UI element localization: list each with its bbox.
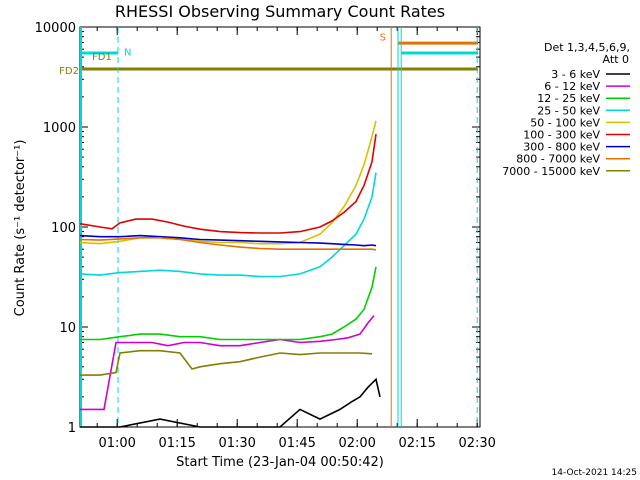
chart-title: RHESSI Observing Summary Count Rates: [115, 2, 445, 21]
flag-annotation: N: [124, 47, 131, 58]
legend-label: 12 - 25 keV: [537, 92, 600, 105]
legend-label: 6 - 12 keV: [544, 80, 600, 93]
legend-header-line-2: Att 0: [603, 53, 629, 66]
legend-label: 7000 - 15000 keV: [502, 165, 600, 178]
series-line: [80, 266, 377, 341]
x-tick-label: 01:30: [218, 436, 255, 451]
series-line: [79, 133, 377, 234]
x-tick-label: 02:30: [458, 436, 495, 451]
y-tick-label: 10: [59, 321, 76, 336]
series-line: [79, 234, 377, 247]
x-axis-label: Start Time (23-Jan-04 00:50:42): [176, 455, 384, 470]
flag-annotation: FD2: [59, 66, 79, 77]
series-line: [79, 120, 377, 245]
x-tick-label: 01:15: [158, 436, 195, 451]
y-axis-label: Count Rate (s⁻¹ detector⁻¹): [13, 140, 28, 317]
x-tick-label: 01:45: [278, 436, 315, 451]
y-tick-label: 100: [51, 221, 76, 236]
x-tick-label: 02:00: [338, 436, 375, 451]
series-line: [79, 237, 377, 251]
legend-label: 3 - 6 keV: [551, 68, 600, 81]
y-tick-label: 1: [68, 421, 76, 436]
series-line: [79, 172, 377, 278]
legend-label: 100 - 300 keV: [523, 129, 600, 142]
legend-label: 800 - 7000 keV: [516, 153, 600, 166]
flag-annotation: S: [380, 33, 386, 44]
plot-area: 1 10 100 1000 10000 01:00 01:15 01:30 01:45 02:00…: [35, 21, 496, 451]
legend-label: 25 - 50 keV: [537, 104, 600, 117]
series-line: [80, 377, 381, 428]
legend-label: 300 - 800 keV: [523, 141, 600, 154]
series-line: [80, 349, 373, 376]
series-line: [80, 315, 375, 411]
legend-header-line-1: Det 1,3,4,5,6,9,: [544, 41, 630, 54]
y-tick-label: 10000: [35, 21, 76, 36]
x-tick-label: 01:00: [98, 436, 135, 451]
x-tick-label: 02:15: [398, 436, 435, 451]
flag-annotation: FD1: [92, 52, 112, 63]
y-tick-label: 1000: [43, 121, 76, 136]
footer-date: 14-Oct-2021 14:25: [552, 468, 637, 478]
legend-label: 50 - 100 keV: [530, 116, 600, 129]
plot-frame: [79, 26, 481, 428]
